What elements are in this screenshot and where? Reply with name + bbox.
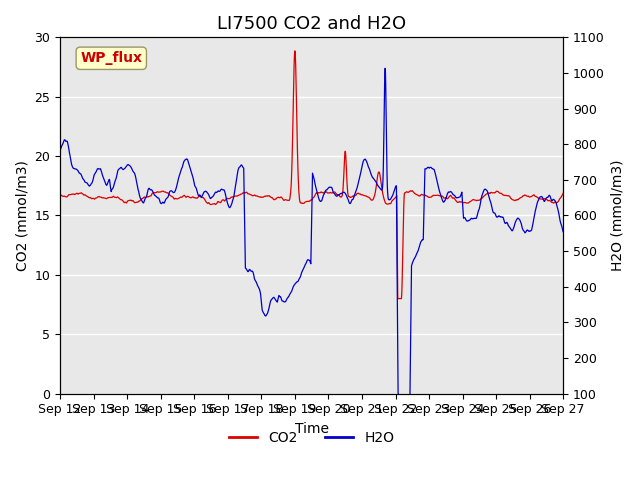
- Title: LI7500 CO2 and H2O: LI7500 CO2 and H2O: [217, 15, 406, 33]
- Y-axis label: H2O (mmol/m3): H2O (mmol/m3): [611, 160, 625, 271]
- X-axis label: Time: Time: [294, 422, 329, 436]
- Legend: CO2, H2O: CO2, H2O: [223, 426, 400, 451]
- Text: WP_flux: WP_flux: [80, 51, 142, 65]
- Y-axis label: CO2 (mmol/m3): CO2 (mmol/m3): [15, 160, 29, 271]
